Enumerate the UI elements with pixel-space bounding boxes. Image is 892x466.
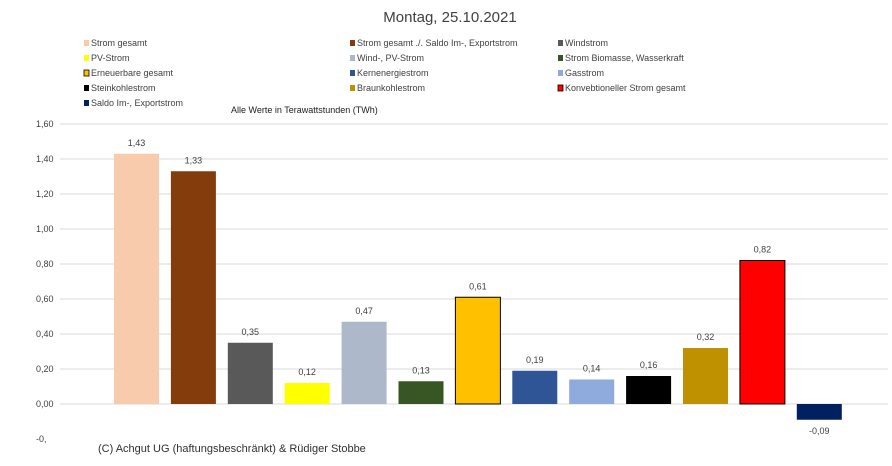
data-label: 0,47 <box>355 306 373 316</box>
bar-strom-gesamt <box>114 153 159 404</box>
bar-wind-pv-strom <box>341 321 387 404</box>
data-label: 0,82 <box>754 245 772 255</box>
legend-label-windstrom: Windstrom <box>565 38 608 48</box>
legend-swatch <box>84 100 89 106</box>
legend-swatch <box>350 70 355 76</box>
legend-swatch <box>84 55 89 61</box>
bar-kernenergiestrom <box>512 370 558 404</box>
legend-swatch <box>558 70 563 76</box>
data-label: 0,19 <box>526 355 544 365</box>
data-label: 0,12 <box>298 367 316 377</box>
legend-swatch <box>350 40 355 46</box>
legend-swatch <box>558 40 563 46</box>
data-label: 1,43 <box>128 138 146 148</box>
bar-strom-biomasse-wasserkraft <box>398 381 444 404</box>
legend-swatch <box>83 69 90 77</box>
legend-swatch <box>557 84 564 92</box>
legend-label-strom-gesamt: Strom gesamt <box>91 38 148 48</box>
legend-label-braunkohlestrom: Braunkohlestrom <box>357 83 425 93</box>
legend-label-erneuerbare-gesamt: Erneuerbare gesamt <box>91 68 174 78</box>
y-axis: 1,60 1,40 1,20 1,00 0,80 0,60 0,40 0,20 0,00 -0, <box>36 119 54 444</box>
data-label: 0,13 <box>412 365 430 375</box>
bar-konvebtioneller-strom-gesamt <box>739 260 786 405</box>
legend-swatch <box>84 85 89 91</box>
legend-label-wind-pv-strom: Wind-, PV-Strom <box>357 53 424 63</box>
legend-label-pv-strom: PV-Strom <box>91 53 130 63</box>
y-tick-label: 1,00 <box>36 224 54 234</box>
legend-swatch <box>84 40 89 46</box>
legend-label-strom-biomasse-wasserkraft: Strom Biomasse, Wasserkraft <box>565 53 684 63</box>
legend: Strom gesamt Strom gesamt ./. Saldo Im-, … <box>83 38 686 108</box>
credit-text: (C) Achgut UG (haftungsbeschränkt) & Rüd… <box>98 443 366 455</box>
legend-label-saldo-im-exportstrom: Saldo Im-, Exportstrom <box>91 98 183 108</box>
bars <box>114 153 842 420</box>
legend-swatch <box>350 55 355 61</box>
legend-label-kernenergiestrom: Kernenergiestrom <box>357 68 429 78</box>
data-label: 1,33 <box>185 155 203 165</box>
data-label: 0,16 <box>640 360 658 370</box>
bar-erneuerbare-gesamt <box>454 296 501 405</box>
data-label: 0,35 <box>242 327 260 337</box>
legend-swatch <box>558 55 563 61</box>
y-tick-label: 0,60 <box>36 294 54 304</box>
y-tick-label: -0, <box>36 434 47 444</box>
y-tick-label: 0,00 <box>36 399 54 409</box>
y-tick-label: 1,20 <box>36 189 54 199</box>
legend-label-strom-gesamt-saldo-im-exportstrom: Strom gesamt ./. Saldo Im-, Exportstrom <box>357 38 518 48</box>
y-tick-label: 0,20 <box>36 364 54 374</box>
bar-braunkohlestrom <box>683 348 728 404</box>
bar-strom-gesamt-saldo-im-exportstrom <box>170 171 216 404</box>
legend-label-gasstrom: Gasstrom <box>565 68 604 78</box>
chart-title: Montag, 25.10.2021 <box>383 9 516 26</box>
bar-steinkohlestrom <box>626 376 672 404</box>
credit-box <box>60 436 518 466</box>
y-tick-label: 1,40 <box>36 154 54 164</box>
legend-swatch <box>350 85 355 91</box>
legend-label-konvebtioneller-strom-gesamt: Konvebtioneller Strom gesamt <box>565 83 686 93</box>
data-label: 0,61 <box>469 281 487 291</box>
bar-windstrom <box>227 342 273 404</box>
y-tick-label: 1,60 <box>36 119 54 129</box>
data-label: 0,32 <box>697 332 715 342</box>
data-label: -0,09 <box>809 426 830 436</box>
unit-note: Alle Werte in Terawattstunden (TWh) <box>231 105 378 115</box>
y-tick-label: 0,80 <box>36 259 54 269</box>
bar-saldo-im-exportstrom <box>796 404 842 420</box>
legend-label-steinkohlestrom: Steinkohlestrom <box>91 83 156 93</box>
bar-gasstrom <box>569 379 615 404</box>
y-tick-label: 0,40 <box>36 329 54 339</box>
data-label: 0,14 <box>583 364 601 374</box>
data-labels: 1,43 1,33 0,35 0,12 0,47 0,13 0,61 0,19 0,14 0,16… <box>128 138 830 436</box>
bar-pv-strom <box>284 383 330 404</box>
